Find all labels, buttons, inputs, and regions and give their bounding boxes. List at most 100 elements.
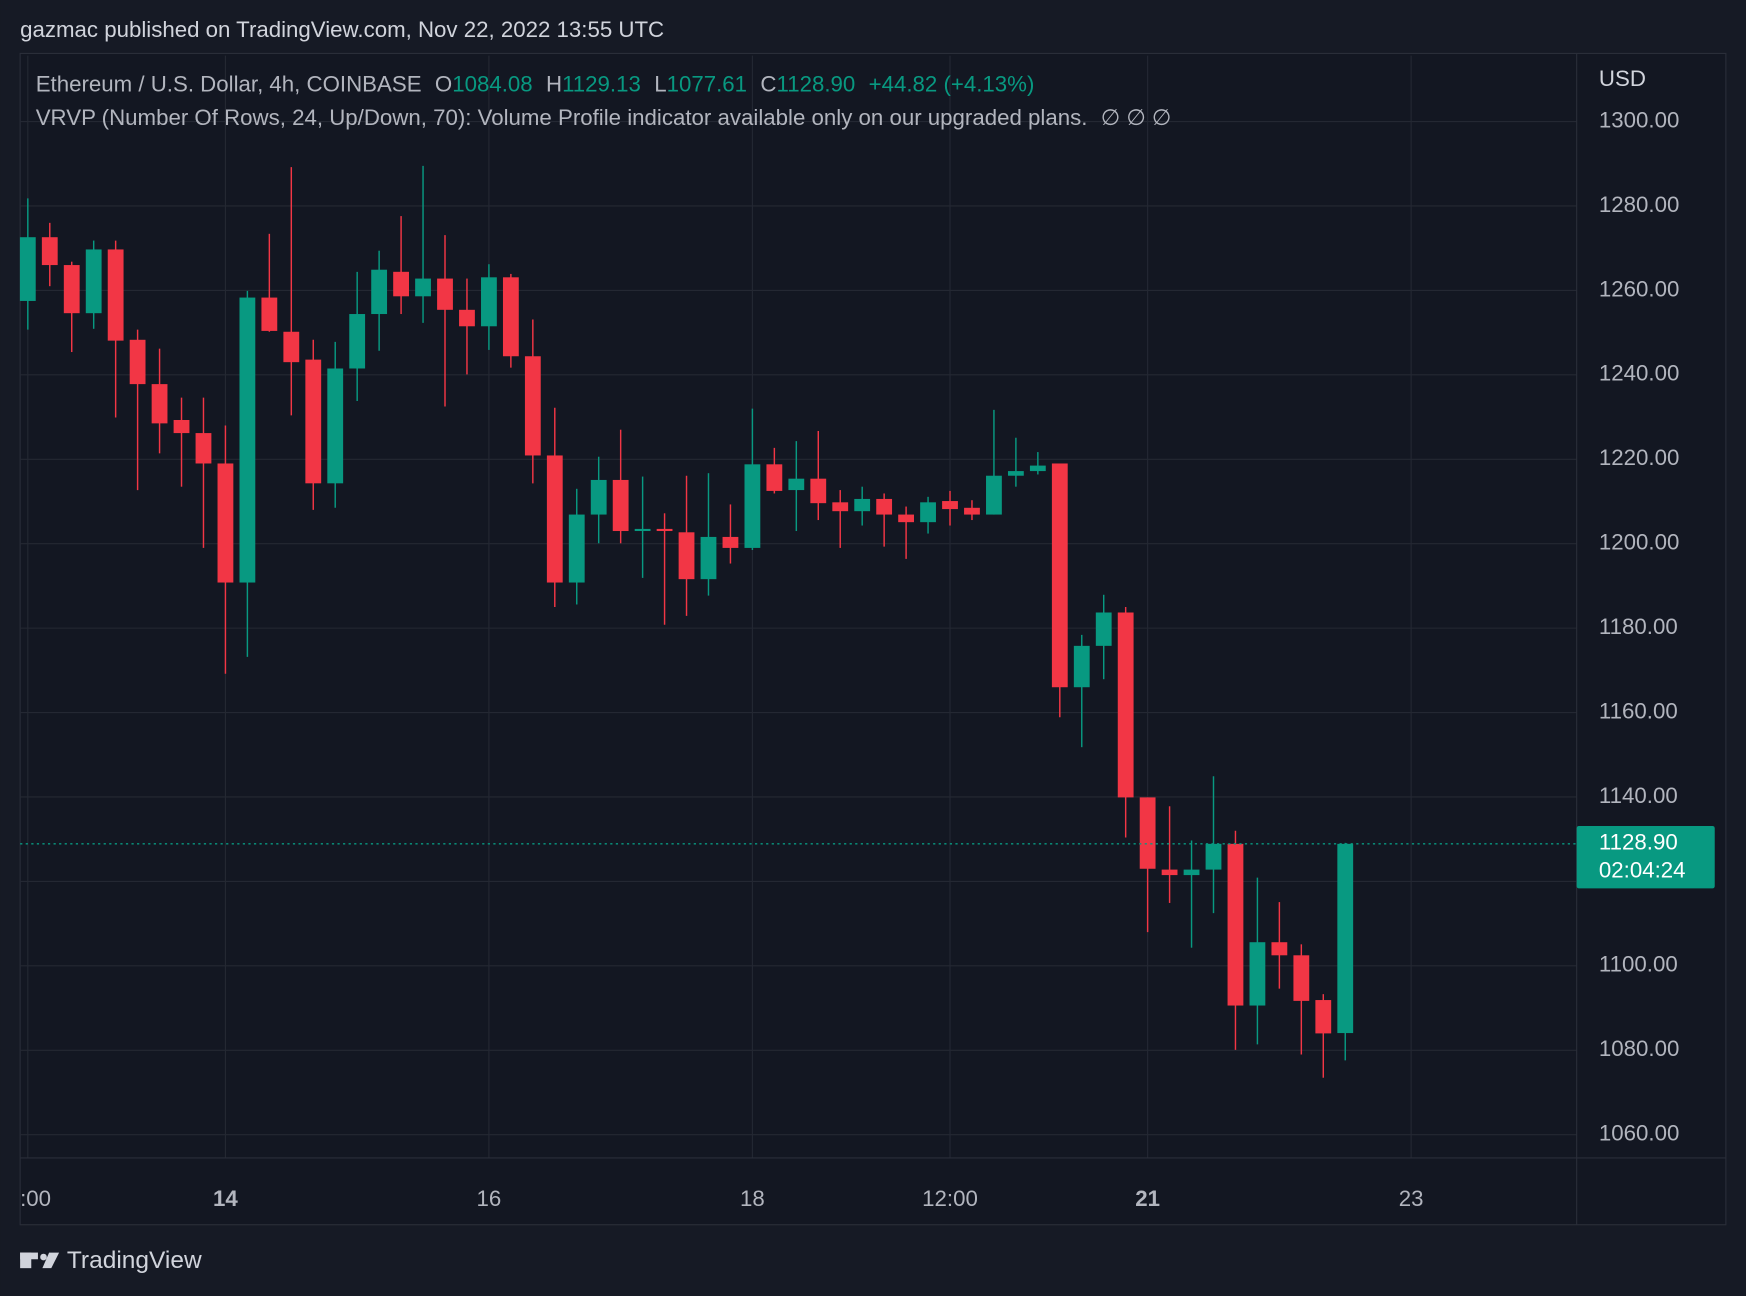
x-tick-label: 14 xyxy=(213,1186,238,1211)
candle-body xyxy=(283,331,300,363)
candle-body xyxy=(854,498,871,512)
x-tick-label: 16 xyxy=(477,1186,502,1211)
chart-panel xyxy=(19,52,1727,1226)
y-tick-label: 1200.00 xyxy=(1599,530,1679,555)
candle-body xyxy=(1007,471,1024,476)
candle-body xyxy=(700,536,717,580)
o-val: 1084.08 xyxy=(452,72,532,97)
indicator-line: VRVP (Number Of Rows, 24, Up/Down, 70): … xyxy=(36,105,1172,130)
candle-body xyxy=(1051,463,1068,688)
y-tick-label: 1080.00 xyxy=(1599,1036,1679,1061)
y-tick-label: 1180.00 xyxy=(1599,614,1678,639)
y-tick-label: 1160.00 xyxy=(1599,698,1678,723)
countdown-label: 02:04:24 xyxy=(1599,858,1686,883)
candles xyxy=(19,165,1354,1078)
candle-body xyxy=(393,271,409,297)
candle-body xyxy=(459,309,475,327)
x-tick-label: :00 xyxy=(20,1186,51,1211)
candle-body xyxy=(876,498,893,515)
candle-body xyxy=(85,249,102,314)
candle-body xyxy=(502,277,519,357)
indicator-text: VRVP (Number Of Rows, 24, Up/Down, 70): … xyxy=(36,105,1088,130)
candle-body xyxy=(964,507,980,515)
footer-brand: TradingView xyxy=(67,1247,202,1274)
l-key: L xyxy=(654,72,666,97)
candle-body xyxy=(568,514,585,583)
logo-part xyxy=(20,1252,38,1260)
candle-body xyxy=(788,478,805,491)
y-tick-label: 1300.00 xyxy=(1599,107,1679,132)
candle-body xyxy=(371,269,388,315)
candle-body xyxy=(766,464,783,491)
logo-part xyxy=(40,1253,47,1261)
candle-body xyxy=(195,433,212,464)
candle-body xyxy=(524,356,541,456)
candle-body xyxy=(261,297,278,331)
candle-body xyxy=(129,339,146,385)
y-tick-label: 1140.00 xyxy=(1599,783,1678,808)
candle-body xyxy=(1183,869,1200,876)
candle-body xyxy=(151,384,168,424)
candle-body xyxy=(1161,869,1178,876)
candle-body xyxy=(1315,1000,1332,1034)
x-tick-label: 18 xyxy=(740,1186,765,1211)
c-key: C xyxy=(760,72,776,97)
candle-body xyxy=(722,536,739,548)
candle-body xyxy=(217,463,234,583)
candle-body xyxy=(678,532,695,580)
tradingview-logo xyxy=(20,1252,60,1269)
candle-body xyxy=(173,419,190,434)
candle-body xyxy=(1139,797,1156,869)
candle-body xyxy=(1205,843,1222,870)
candle-body xyxy=(612,479,629,532)
candle-body xyxy=(986,475,1002,515)
candle-body xyxy=(437,278,453,310)
candle-body xyxy=(1117,612,1134,798)
candle-body xyxy=(1073,645,1090,688)
candle-body xyxy=(898,514,915,523)
candle-body xyxy=(19,237,36,301)
x-tick-label: 23 xyxy=(1399,1186,1424,1211)
candle-body xyxy=(590,479,607,515)
candle-body xyxy=(546,455,563,583)
candle-body xyxy=(744,464,761,548)
candle-body xyxy=(634,528,651,532)
c-val: 1128.90 xyxy=(776,72,855,97)
change: +44.82 (+4.13%) xyxy=(869,72,1035,97)
candle-body xyxy=(1095,612,1112,646)
candle-body xyxy=(349,314,366,369)
candle-body xyxy=(481,277,497,327)
candle-body xyxy=(327,368,344,484)
x-tick-label: 21 xyxy=(1135,1186,1160,1211)
logo-part xyxy=(20,1252,32,1269)
l-val: 1077.61 xyxy=(667,72,747,97)
candle-body xyxy=(1337,843,1354,1034)
o-key: O xyxy=(435,72,452,97)
h-val: 1129.13 xyxy=(562,72,641,97)
candle-body xyxy=(920,502,936,523)
y-tick-label: 1060.00 xyxy=(1599,1121,1679,1146)
candle-body xyxy=(810,478,827,504)
published-line: gazmac published on TradingView.com, Nov… xyxy=(20,17,664,42)
h-key: H xyxy=(546,72,562,97)
symbol: Ethereum / U.S. Dollar, 4h, COINBASE xyxy=(36,72,422,97)
y-tick-label: 1100.00 xyxy=(1599,952,1678,977)
y-tick-label: 1260.00 xyxy=(1599,276,1679,301)
candle-body xyxy=(1029,465,1046,472)
candle-body xyxy=(415,278,431,297)
candle-body xyxy=(239,297,256,583)
candle-body xyxy=(1249,942,1266,1006)
x-tick-label: 12:00 xyxy=(922,1186,978,1211)
indicator-values: ∅ ∅ ∅ xyxy=(1101,105,1172,130)
candle-body xyxy=(1227,843,1244,1006)
last-price-label: 1128.90 xyxy=(1599,830,1678,855)
logo-part xyxy=(42,1252,60,1269)
y-tick-label: 1280.00 xyxy=(1599,192,1679,217)
y-tick-label: 1220.00 xyxy=(1599,445,1679,470)
ohlc-legend: Ethereum / U.S. Dollar, 4h, COINBASE O108… xyxy=(36,72,1035,97)
y-tick-label: 1240.00 xyxy=(1599,361,1679,386)
candle-body xyxy=(41,237,58,266)
candle-body xyxy=(942,501,958,510)
